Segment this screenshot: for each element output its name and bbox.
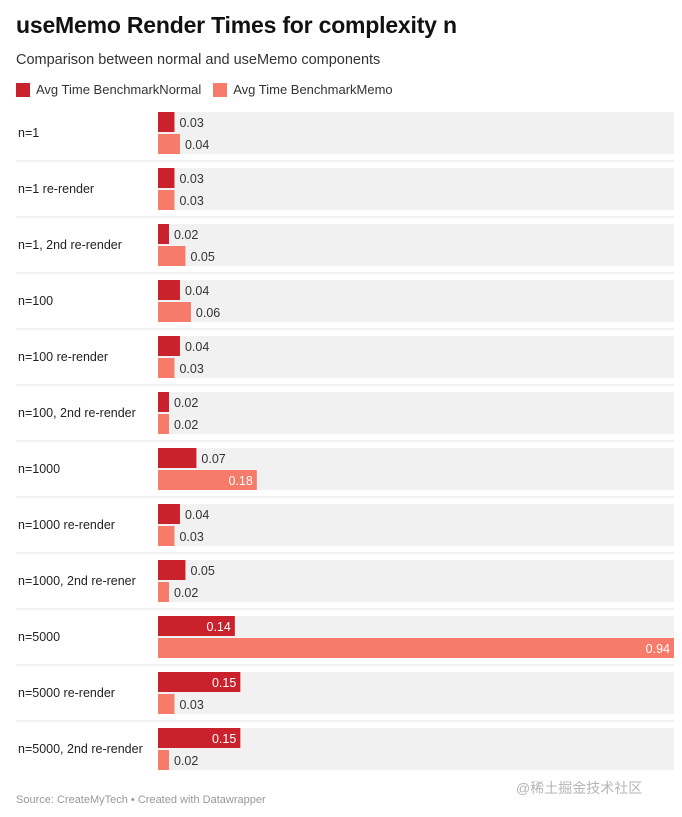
bar-memo — [158, 302, 191, 322]
bar-memo — [158, 470, 257, 490]
data-label: 0.02 — [174, 396, 198, 410]
data-label: 0.02 — [174, 586, 198, 600]
bar-normal — [158, 504, 180, 524]
data-label: 0.18 — [228, 474, 252, 488]
bar-normal — [158, 560, 186, 580]
category-label: n=1 — [18, 126, 39, 140]
data-label: 0.07 — [201, 452, 225, 466]
legend-swatch-normal — [16, 82, 30, 97]
category-label: n=1000 re-render — [18, 518, 115, 532]
bar-memo — [158, 582, 169, 602]
data-label: 0.15 — [212, 676, 236, 690]
category-label: n=100 re-render — [18, 350, 108, 364]
category-label: n=1000 — [18, 462, 60, 476]
bar-normal — [158, 672, 241, 692]
row-background — [158, 336, 674, 378]
bar-normal — [158, 448, 197, 468]
data-label: 0.04 — [185, 138, 209, 152]
data-label: 0.04 — [185, 340, 209, 354]
data-label: 0.02 — [174, 754, 198, 768]
bar-memo — [158, 694, 175, 714]
bar-memo — [158, 134, 180, 154]
source-footer: Source: CreateMyTech • Created with Data… — [16, 794, 266, 806]
category-label: n=1000, 2nd re-rener — [18, 574, 136, 588]
bar-normal — [158, 280, 180, 300]
row-background — [158, 280, 674, 322]
bar-normal — [158, 112, 175, 132]
row-background — [158, 560, 674, 602]
data-label: 0.03 — [179, 194, 203, 208]
data-label: 0.02 — [174, 418, 198, 432]
bar-memo — [158, 246, 186, 266]
category-label: n=5000 re-render — [18, 686, 115, 700]
data-label: 0.03 — [179, 116, 203, 130]
legend-item-normal: Avg Time BenchmarkNormal — [16, 82, 201, 97]
data-label: 0.15 — [212, 732, 236, 746]
category-label: n=100, 2nd re-render — [18, 406, 136, 420]
watermark: @稀土掘金技术社区 — [516, 780, 643, 796]
data-label: 0.04 — [185, 508, 209, 522]
data-label: 0.05 — [190, 250, 214, 264]
data-label: 0.02 — [174, 228, 198, 242]
bar-memo — [158, 358, 175, 378]
bar-memo — [158, 414, 169, 434]
category-label: n=100 — [18, 294, 53, 308]
bar-normal — [158, 616, 235, 636]
bar-normal — [158, 728, 241, 748]
legend-item-memo: Avg Time BenchmarkMemo — [213, 82, 393, 97]
category-label: n=1 re-render — [18, 182, 94, 196]
row-background — [158, 168, 674, 210]
legend-label-memo: Avg Time BenchmarkMemo — [233, 82, 393, 97]
data-label: 0.03 — [179, 362, 203, 376]
legend-swatch-memo — [213, 82, 228, 97]
row-background — [158, 392, 674, 434]
bar-memo — [158, 638, 674, 658]
chart-title: useMemo Render Times for complexity n — [16, 12, 457, 38]
category-label: n=5000 — [18, 630, 60, 644]
bar-normal — [158, 336, 180, 356]
bar-memo — [158, 526, 175, 546]
legend: Avg Time BenchmarkNormal Avg Time Benchm… — [16, 82, 405, 97]
data-label: 0.14 — [207, 620, 231, 634]
row-background — [158, 504, 674, 546]
data-label: 0.04 — [185, 284, 209, 298]
data-label: 0.06 — [196, 306, 220, 320]
data-label: 0.03 — [179, 530, 203, 544]
data-label: 0.03 — [179, 172, 203, 186]
category-label: n=1, 2nd re-render — [18, 238, 122, 252]
row-background — [158, 112, 674, 154]
bar-normal — [158, 224, 169, 244]
data-label: 0.94 — [646, 642, 670, 656]
bar-normal — [158, 168, 175, 188]
row-background — [158, 672, 674, 714]
data-label: 0.03 — [179, 698, 203, 712]
row-background — [158, 728, 674, 770]
data-label: 0.05 — [190, 564, 214, 578]
category-label: n=5000, 2nd re-render — [18, 742, 143, 756]
bar-memo — [158, 190, 175, 210]
legend-label-normal: Avg Time BenchmarkNormal — [36, 82, 202, 97]
row-background — [158, 224, 674, 266]
bar-normal — [158, 392, 169, 412]
bar-memo — [158, 750, 169, 770]
chart-subtitle: Comparison between normal and useMemo co… — [16, 52, 381, 68]
